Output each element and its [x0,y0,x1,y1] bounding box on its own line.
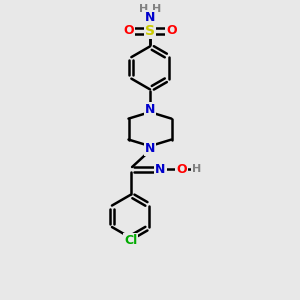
Text: O: O [166,24,177,37]
Text: N: N [145,103,155,116]
Text: O: O [176,163,187,176]
Text: H: H [139,4,148,14]
Text: O: O [123,24,134,37]
Text: H: H [192,164,201,174]
Text: Cl: Cl [124,234,137,247]
Text: H: H [152,4,161,14]
Text: N: N [155,163,166,176]
Text: S: S [145,24,155,38]
Text: N: N [145,11,155,24]
Text: N: N [145,142,155,155]
